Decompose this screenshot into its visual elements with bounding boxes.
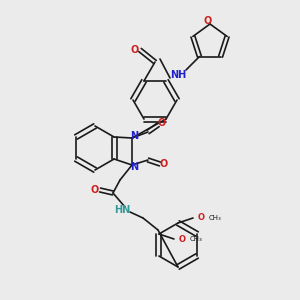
Text: N: N bbox=[130, 131, 138, 141]
Text: O: O bbox=[158, 118, 166, 128]
Text: O: O bbox=[131, 45, 139, 55]
Text: O: O bbox=[91, 185, 99, 195]
Text: O: O bbox=[160, 159, 168, 169]
Text: O: O bbox=[204, 16, 212, 26]
Text: CH₃: CH₃ bbox=[190, 236, 203, 242]
Text: O: O bbox=[178, 235, 185, 244]
Text: HN: HN bbox=[114, 205, 130, 215]
Text: NH: NH bbox=[170, 70, 186, 80]
Text: N: N bbox=[130, 162, 138, 172]
Text: O: O bbox=[197, 214, 205, 223]
Text: CH₃: CH₃ bbox=[209, 215, 222, 221]
